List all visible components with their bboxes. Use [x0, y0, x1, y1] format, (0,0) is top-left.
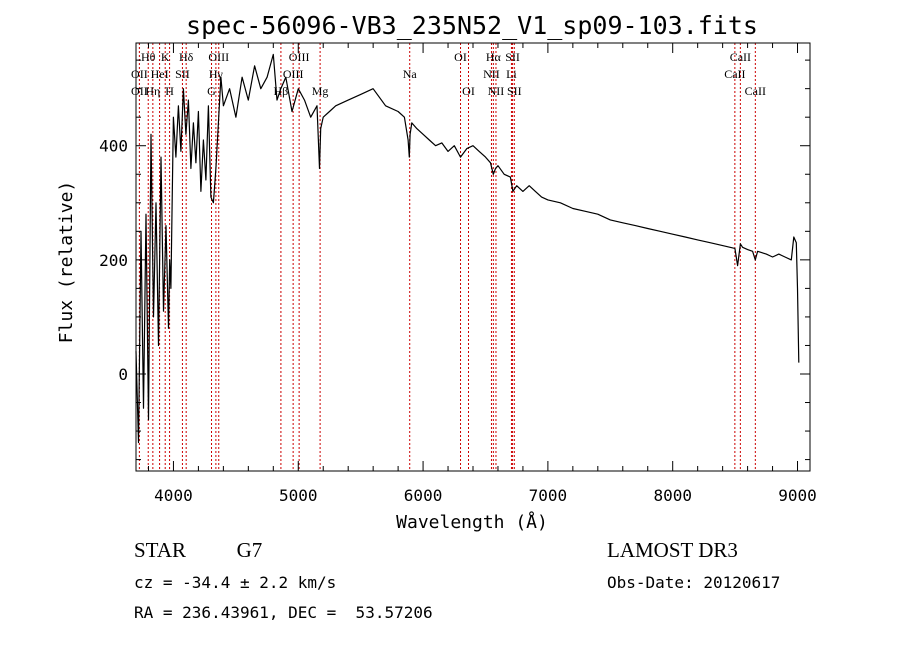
line-label: CaII	[730, 50, 751, 64]
line-label: SII	[505, 50, 520, 64]
line-label: SII	[507, 84, 522, 98]
y-axis-label: Flux (relative)	[56, 181, 77, 344]
x-tick-label: 5000	[279, 486, 318, 505]
x-axis: 4000 5000 6000 7000 8000 9000	[147, 43, 817, 505]
line-label: OI	[454, 50, 467, 64]
x-tick-label: 9000	[778, 486, 817, 505]
line-label: OI	[462, 84, 475, 98]
y-tick-label: 0	[118, 365, 128, 384]
line-label: K	[161, 50, 170, 64]
coordinates-text: RA = 236.43961, DEC = 53.57206	[134, 603, 433, 622]
line-label: OIII	[289, 50, 310, 64]
line-label: OIII	[283, 67, 304, 81]
redshift-text: cz = -34.4 ± 2.2 km/s	[134, 573, 337, 592]
line-label: CaII	[724, 67, 745, 81]
line-label: Hα	[486, 50, 502, 64]
line-label: Hδ	[179, 50, 194, 64]
line-label: Hη	[145, 84, 160, 98]
x-tick-label: 8000	[653, 486, 692, 505]
y-tick-label: 200	[99, 251, 128, 270]
line-label: Hθ	[141, 50, 156, 64]
line-label: Hβ	[274, 84, 289, 98]
line-label: Mg	[312, 84, 329, 98]
line-label: NII	[483, 67, 500, 81]
line-label: Li	[506, 67, 517, 81]
classification: STAR G7	[134, 538, 262, 563]
line-label: OIII	[208, 50, 229, 64]
line-label: G	[207, 84, 216, 98]
line-label: CaII	[745, 84, 766, 98]
y-tick-label: 400	[99, 137, 128, 156]
observation-date: Obs-Date: 20120617	[607, 573, 781, 592]
line-label: NII	[488, 84, 505, 98]
object-class: STAR	[134, 538, 186, 562]
emission-line-markers	[138, 43, 756, 471]
line-label: Na	[403, 67, 418, 81]
y-axis: 0 200 400	[99, 59, 810, 461]
line-label: Hγ	[209, 67, 224, 81]
line-label: OII	[131, 67, 148, 81]
line-label: HeI	[151, 67, 169, 81]
line-label: OII	[131, 84, 148, 98]
x-tick-label: 6000	[404, 486, 443, 505]
survey-name: LAMOST DR3	[607, 538, 738, 562]
x-tick-label: 4000	[154, 486, 193, 505]
line-label: H	[165, 84, 174, 98]
x-axis-label: Wavelength (Å)	[396, 511, 548, 533]
x-tick-label: 7000	[529, 486, 568, 505]
spectrum-line	[135, 53, 800, 444]
chart-title: spec-56096-VB3_235N52_V1_sp09-103.fits	[186, 11, 758, 40]
line-label: SII	[175, 67, 190, 81]
object-subclass: G7	[236, 538, 263, 562]
